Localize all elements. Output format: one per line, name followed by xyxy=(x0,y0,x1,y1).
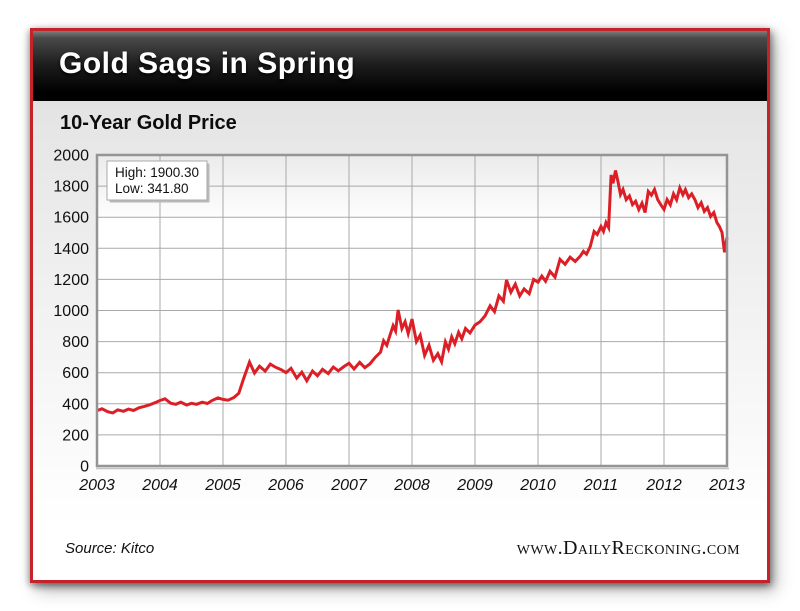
annotation-low: Low: 341.80 xyxy=(115,181,189,196)
annotation-box xyxy=(106,160,208,201)
x-tick-label: 2011 xyxy=(583,477,618,494)
y-tick-label: 1200 xyxy=(53,272,89,289)
x-tick-label: 2012 xyxy=(645,477,682,494)
x-tick-label: 2004 xyxy=(141,477,178,494)
y-tick-label: 1400 xyxy=(53,241,89,258)
x-tick-label: 2007 xyxy=(330,477,368,494)
y-tick-label: 1600 xyxy=(53,210,89,227)
y-tick-label: 200 xyxy=(62,427,89,444)
chart-header: Gold Sags in Spring xyxy=(33,31,767,101)
y-tick-label: 0 xyxy=(80,459,89,476)
gold-price-chart: 0 200 400 600 800 1000 1200 1400 1600 1800 2000 200… xyxy=(53,148,745,495)
x-tick-label: 2010 xyxy=(519,477,556,494)
chart-subtitle: 10-Year Gold Price xyxy=(60,112,237,134)
x-tick-label: 2009 xyxy=(456,477,493,494)
y-tick-label: 600 xyxy=(62,365,89,382)
x-tick-label: 2013 xyxy=(708,477,745,494)
x-tick-label: 2008 xyxy=(393,477,430,494)
website-text: www.DailyReckoning.com xyxy=(516,537,740,559)
price-line xyxy=(96,170,729,415)
x-tick-label: 2003 xyxy=(78,477,115,494)
annotation-high: High: 1900.30 xyxy=(115,165,199,180)
x-tick-label: 2005 xyxy=(204,477,241,494)
chart-card: Gold Sags in Spring 10-Year Gold Price 0… xyxy=(30,28,770,583)
y-tick-label: 1800 xyxy=(53,179,89,196)
plot-border xyxy=(95,153,729,468)
source-credit: Source: Kitco xyxy=(65,540,155,557)
x-tick-label: 2006 xyxy=(267,477,304,494)
y-tick-label: 800 xyxy=(62,334,89,351)
y-tick-label: 1000 xyxy=(53,303,89,320)
y-tick-label: 2000 xyxy=(53,148,89,165)
y-tick-label: 400 xyxy=(62,396,89,413)
chart-title: Gold Sags in Spring xyxy=(59,47,356,80)
